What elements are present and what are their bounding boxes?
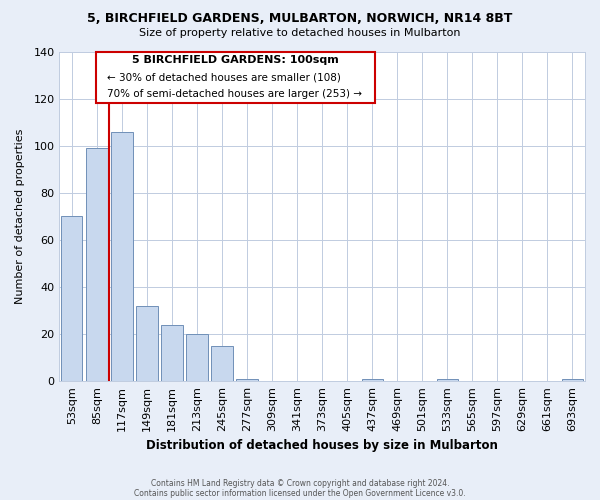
Bar [136, 306, 158, 381]
Bar [236, 379, 258, 381]
Text: Contains HM Land Registry data © Crown copyright and database right 2024.: Contains HM Land Registry data © Crown c… [151, 478, 449, 488]
Bar [211, 346, 233, 381]
Bar [437, 379, 458, 381]
Text: Size of property relative to detached houses in Mulbarton: Size of property relative to detached ho… [139, 28, 461, 38]
Bar [161, 324, 182, 381]
Bar [562, 379, 583, 381]
X-axis label: Distribution of detached houses by size in Mulbarton: Distribution of detached houses by size … [146, 440, 498, 452]
Bar [362, 379, 383, 381]
FancyBboxPatch shape [96, 52, 375, 102]
Text: 5, BIRCHFIELD GARDENS, MULBARTON, NORWICH, NR14 8BT: 5, BIRCHFIELD GARDENS, MULBARTON, NORWIC… [88, 12, 512, 26]
Text: ← 30% of detached houses are smaller (108): ← 30% of detached houses are smaller (10… [107, 73, 341, 83]
Y-axis label: Number of detached properties: Number of detached properties [15, 128, 25, 304]
Bar [86, 148, 107, 381]
Bar [61, 216, 82, 381]
Bar [111, 132, 133, 381]
Text: 70% of semi-detached houses are larger (253) →: 70% of semi-detached houses are larger (… [107, 90, 362, 100]
Bar [187, 334, 208, 381]
Text: Contains public sector information licensed under the Open Government Licence v3: Contains public sector information licen… [134, 488, 466, 498]
Text: 5 BIRCHFIELD GARDENS: 100sqm: 5 BIRCHFIELD GARDENS: 100sqm [132, 55, 339, 65]
